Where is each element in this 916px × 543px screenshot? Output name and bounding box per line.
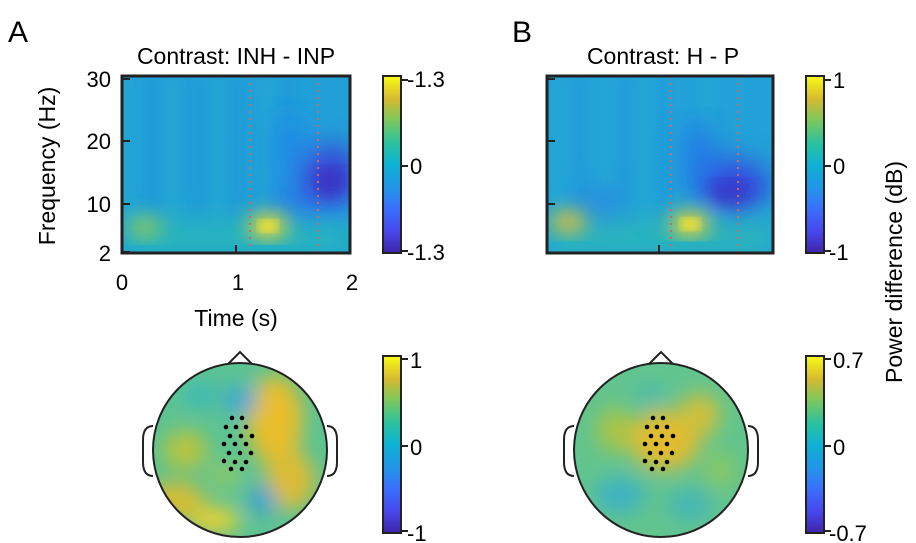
y-ticks-a	[122, 78, 130, 253]
y-tick-label: 30	[87, 67, 111, 92]
panel-b: B Contrast: H - P	[512, 16, 907, 543]
colorbar-topo-b: 0.7 0 -0.7	[805, 348, 867, 543]
x-tick-label: 1	[232, 270, 244, 295]
panel-letter-b: B	[512, 16, 532, 49]
colorbar-tick-label: 0	[410, 154, 422, 179]
y-tick-label: 20	[87, 129, 111, 154]
x-tick-label: 0	[116, 270, 128, 295]
colorbar-tick-label: 0.7	[833, 348, 864, 373]
y-axis-label: Frequency (Hz)	[34, 87, 60, 245]
colorbar-tick-label: 0	[833, 435, 845, 460]
colorbar-tick-label: -1.3	[407, 67, 445, 92]
electrode-cluster	[642, 415, 676, 472]
colorbar-tf-b: 1 0 -1	[805, 68, 849, 265]
tf-ticks-b	[547, 78, 660, 253]
tf-heatmap-b	[547, 76, 773, 253]
x-tick-label: 2	[346, 270, 358, 295]
colorbar-tick-label: 0	[410, 435, 422, 460]
panel-letter-a: A	[8, 16, 28, 49]
colorbar-tick-label: 0	[833, 154, 845, 179]
colorbar-topo-a: 1 0 -1	[382, 348, 427, 543]
colorbar-tick-label: -1	[407, 521, 427, 543]
panel-a: A Contrast: INH - INP	[8, 16, 445, 543]
x-axis-label: Time (s)	[194, 305, 277, 331]
y-tick-label: 10	[87, 192, 111, 217]
electrode-cluster	[221, 415, 255, 472]
tf-heatmap-a	[122, 76, 350, 253]
colorbar-tick-label: -1.3	[407, 240, 445, 265]
colorbar-tick-label: 1	[833, 68, 845, 93]
panel-b-title: Contrast: H - P	[587, 43, 739, 69]
y-tick-label: 2	[99, 241, 111, 266]
colorbar-label: Power difference (dB)	[881, 161, 907, 383]
panel-a-title: Contrast: INH - INP	[137, 43, 335, 69]
topoplot-b	[563, 350, 759, 538]
topoplot-a	[142, 350, 338, 538]
colorbar-tf-a: -1.3 0 -1.3	[382, 67, 445, 265]
colorbar-tick-label: -1	[829, 240, 849, 265]
colorbar-tick-label: -0.7	[829, 521, 867, 543]
colorbar-tick-label: 1	[410, 348, 422, 373]
